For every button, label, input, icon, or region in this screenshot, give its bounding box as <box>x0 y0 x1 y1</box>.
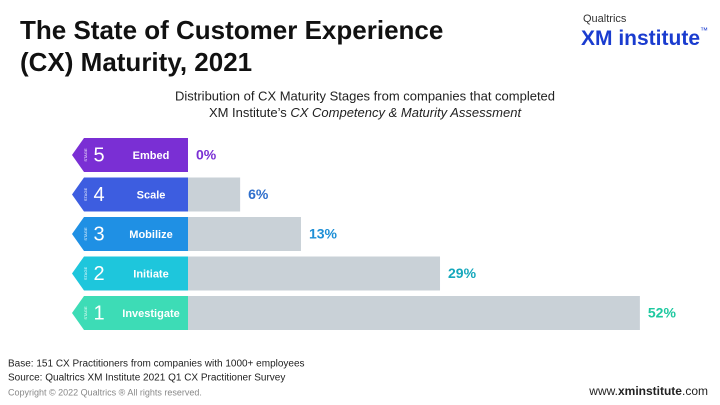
stage-word: STAGE <box>83 188 88 202</box>
url-part: www. <box>588 384 618 398</box>
stage-number: 2 <box>93 263 104 285</box>
stage-label <box>72 177 188 212</box>
bar <box>188 177 241 212</box>
value-label: 52% <box>648 305 677 321</box>
value-label: 29% <box>448 265 477 281</box>
footer-url: www.xminstitute.com <box>588 384 708 398</box>
value-label: 6% <box>248 186 269 202</box>
subtitle: Distribution of CX Maturity Stages from … <box>175 88 555 103</box>
value-label: 13% <box>309 226 338 242</box>
stage-word: STAGE <box>83 306 88 320</box>
category-label: Scale <box>137 189 166 201</box>
url-part: xminstitute <box>618 384 682 398</box>
stage-word: STAGE <box>83 148 88 162</box>
logo-name: XM institute <box>581 27 700 50</box>
category-label: Initiate <box>133 268 168 280</box>
stage-label <box>72 217 188 251</box>
bar <box>188 217 301 251</box>
chart-title: (CX) Maturity, 2021 <box>20 47 252 77</box>
logo: XM institute™ <box>581 26 708 49</box>
footer-copyright: Copyright © 2022 Qualtrics ® All rights … <box>8 387 202 397</box>
stage-label <box>72 138 188 172</box>
url-part: .com <box>682 384 708 398</box>
stage-word: STAGE <box>83 227 88 241</box>
category-label: Investigate <box>122 308 179 320</box>
stage-number: 1 <box>93 302 104 324</box>
chart-title: The State of Customer Experience <box>20 15 443 45</box>
stage-number: 3 <box>93 223 104 245</box>
logo-mark: ™ <box>700 26 708 35</box>
bar <box>188 296 640 330</box>
footer-base: Base: 151 CX Practitioners from companie… <box>8 359 305 370</box>
category-label: Mobilize <box>129 229 172 241</box>
stage-number: 4 <box>93 184 104 206</box>
footer-source: Source: Qualtrics XM Institute 2021 Q1 C… <box>8 373 285 384</box>
subtitle-part: XM Institute’s <box>209 105 290 120</box>
logo-brand: Qualtrics <box>583 13 627 25</box>
stage-label <box>72 256 188 291</box>
subtitle: XM Institute’s CX Competency & Maturity … <box>209 105 523 120</box>
category-label: Embed <box>133 150 170 162</box>
stage-word: STAGE <box>83 267 88 281</box>
subtitle-part: CX Competency & Maturity Assessment <box>290 105 522 120</box>
stage-label <box>72 296 188 330</box>
bar <box>188 256 441 291</box>
value-label: 0% <box>196 147 217 163</box>
stage-number: 5 <box>93 144 104 166</box>
